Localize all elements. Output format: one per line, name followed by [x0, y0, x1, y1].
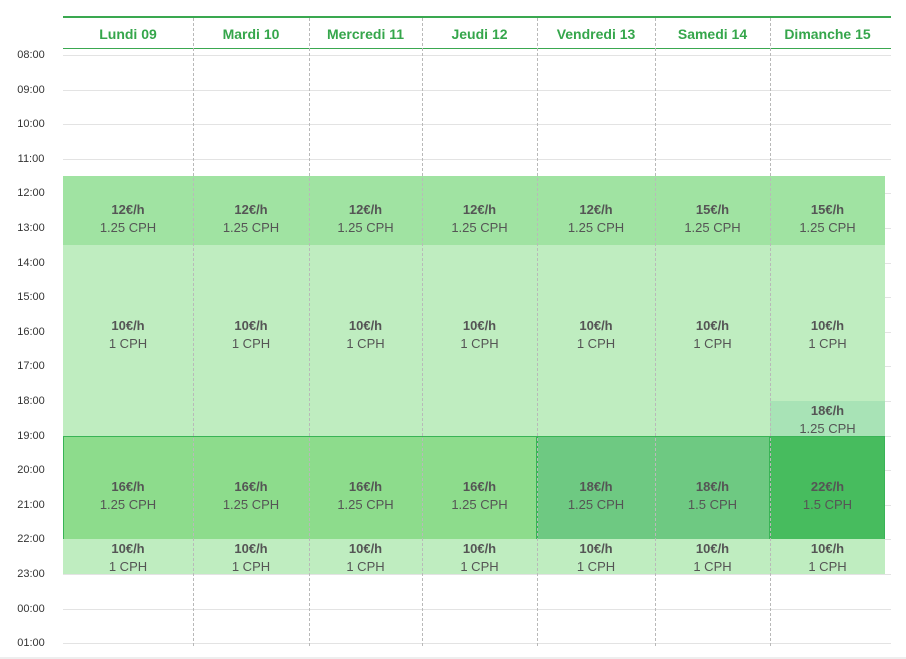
hour-label: 19:00 — [17, 430, 45, 442]
hour-label: 15:00 — [17, 291, 45, 303]
header-top-border — [63, 16, 891, 18]
hour-label: 00:00 — [17, 603, 45, 615]
day-header-4[interactable]: Vendredi 13 — [556, 26, 636, 42]
price-block[interactable] — [537, 436, 770, 540]
hour-label: 10:00 — [17, 118, 45, 130]
header-bottom-border — [63, 48, 891, 49]
day-header-0[interactable]: Lundi 09 — [99, 26, 157, 42]
column-divider — [770, 18, 771, 646]
hour-label: 20:00 — [17, 464, 45, 476]
hour-gridline — [63, 643, 891, 644]
column-divider — [422, 18, 423, 646]
hour-label: 14:00 — [17, 257, 45, 269]
hour-gridline — [63, 609, 891, 610]
day-header-3[interactable]: Jeudi 12 — [451, 26, 508, 42]
column-divider — [309, 18, 310, 646]
day-header-6[interactable]: Dimanche 15 — [784, 26, 871, 42]
hour-label: 21:00 — [17, 499, 45, 511]
day-header-2[interactable]: Mercredi 11 — [326, 26, 405, 42]
day-header-5[interactable]: Samedi 14 — [677, 26, 748, 42]
hour-label: 13:00 — [17, 222, 45, 234]
day-header-1[interactable]: Mardi 10 — [222, 26, 280, 42]
hour-label: 22:00 — [17, 533, 45, 545]
price-block[interactable] — [770, 401, 885, 436]
hour-label: 08:00 — [17, 49, 45, 61]
hour-gridline — [63, 574, 891, 575]
price-block[interactable] — [770, 436, 885, 540]
hour-gridline — [63, 159, 891, 160]
hour-label: 18:00 — [17, 395, 45, 407]
column-divider — [537, 18, 538, 646]
hour-label: 09:00 — [17, 84, 45, 96]
hour-label: 17:00 — [17, 360, 45, 372]
hour-label: 01:00 — [17, 637, 45, 649]
column-divider — [193, 18, 194, 646]
bottom-border — [0, 657, 906, 659]
hour-gridline — [63, 55, 891, 56]
hour-gridline — [63, 124, 891, 125]
hour-label: 12:00 — [17, 187, 45, 199]
price-block[interactable] — [63, 539, 885, 574]
hour-label: 23:00 — [17, 568, 45, 580]
hour-gridline — [63, 90, 891, 91]
price-block[interactable] — [63, 176, 885, 245]
column-divider — [655, 18, 656, 646]
hour-label: 16:00 — [17, 326, 45, 338]
hour-label: 11:00 — [17, 153, 45, 165]
price-block[interactable] — [63, 436, 537, 540]
